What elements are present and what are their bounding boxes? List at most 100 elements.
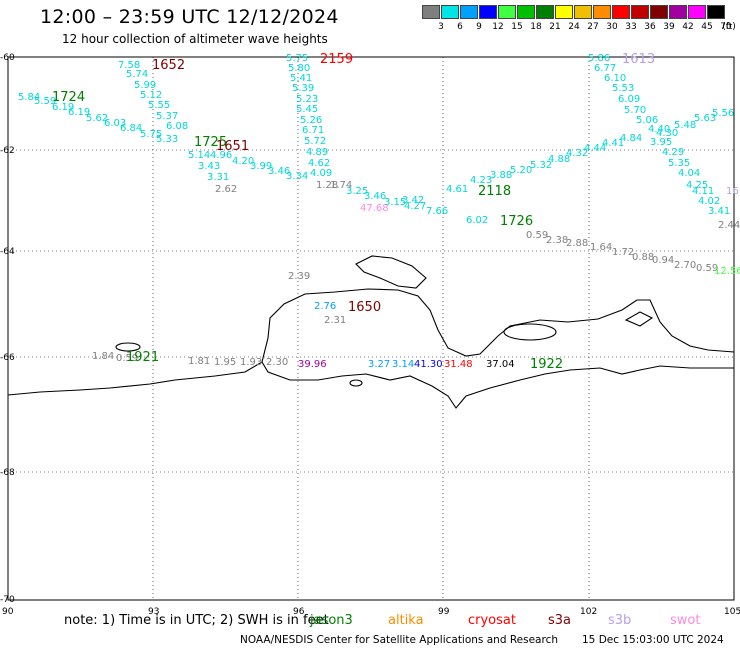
wave-height-value: 5.55 (148, 100, 170, 111)
wave-height-value: 1.74 (330, 180, 352, 191)
wave-height-value: 31.48 (444, 359, 473, 370)
legend-swatch (498, 5, 516, 19)
wave-height-value: 6.09 (618, 94, 640, 105)
wave-height-value: 5.62 (86, 113, 108, 124)
pass-time-label: 2118 (478, 184, 511, 199)
map-subtitle: 12 hour collection of altimeter wave hei… (62, 32, 328, 46)
legend-swatch (650, 5, 668, 19)
lat-tick: -66 (0, 353, 15, 363)
wave-height-value: 5.75 (286, 53, 308, 64)
wave-height-value: 5.74 (126, 69, 148, 80)
legend-label: 21 (549, 22, 561, 32)
pass-time-label: 1724 (52, 90, 85, 105)
wave-height-value: 3.42 (402, 195, 424, 206)
lat-tick: -60 (0, 53, 15, 63)
wave-height-value: 4.62 (308, 158, 330, 169)
lon-tick: 99 (438, 607, 450, 617)
wave-height-value: 5.26 (300, 115, 322, 126)
wave-height-value: 1.64 (590, 242, 612, 253)
lat-tick: -68 (0, 468, 15, 478)
pass-time-label: 1725 (194, 135, 227, 150)
wave-height-value: 5.41 (290, 73, 312, 84)
legend-label: 18 (530, 22, 542, 32)
legend-label: 70 (720, 22, 732, 32)
wave-height-value: 4.02 (698, 196, 720, 207)
wave-height-value: 1.95 (214, 357, 236, 368)
wave-height-value: 3.46 (364, 191, 386, 202)
note-text: note: 1) Time is in UTC; 2) SWH is in fe… (64, 613, 329, 628)
wave-height-value: 4.25 (686, 180, 708, 191)
wave-height-value: 4.40 (648, 124, 670, 135)
wave-height-value: 3.99 (250, 161, 272, 172)
legend-label: 30 (606, 22, 618, 32)
legend-swatch (441, 5, 459, 19)
pass-time-label: 1726 (500, 214, 533, 229)
legend-swatch (460, 5, 478, 19)
wave-height-value: 7.66 (426, 206, 448, 217)
pass-time-label: 1650 (348, 300, 381, 315)
wave-height-value: 0.88 (632, 252, 654, 263)
legend-swatch (479, 5, 497, 19)
wave-height-value: 5.32 (530, 160, 552, 171)
wave-height-value: 5.70 (624, 105, 646, 116)
wave-height-value: 5.35 (668, 158, 690, 169)
wave-height-value: 5.63 (694, 113, 716, 124)
wave-height-value: 4.29 (662, 147, 684, 158)
legend-label: 6 (457, 22, 463, 32)
wave-height-value: 3.27 (368, 359, 390, 370)
legend-label: 36 (644, 22, 656, 32)
legend-swatch (517, 5, 535, 19)
wave-height-value: 3.43 (198, 161, 220, 172)
legend-label: 45 (701, 22, 713, 32)
satellite-name: jason3 (310, 613, 353, 628)
wave-height-value: 3.41 (708, 206, 730, 217)
satellite-name: s3b (608, 613, 632, 628)
lon-tick: 102 (580, 607, 597, 617)
legend-swatch (612, 5, 630, 19)
pass-time-label: 1651 (216, 139, 249, 154)
wave-height-value: 3.25 (346, 186, 368, 197)
satellite-name: cryosat (468, 613, 516, 628)
wave-height-value: 0.59 (116, 353, 138, 364)
wave-height-value: 2.62 (215, 184, 237, 195)
legend-swatch (631, 5, 649, 19)
wave-height-value: 3.95 (650, 137, 672, 148)
map-frame (7, 56, 735, 601)
legend-swatch (536, 5, 554, 19)
wave-height-value: 5.12 (140, 90, 162, 101)
wave-height-value: 5.14 (188, 150, 210, 161)
wave-height-value: 2.39 (288, 271, 310, 282)
legend-label: 3 (438, 22, 444, 32)
wave-height-value: 4.11 (692, 186, 714, 197)
wave-height-value: 12.56 (714, 266, 740, 277)
wave-height-value: 5.39 (292, 83, 314, 94)
wave-height-value: 0.94 (652, 255, 674, 266)
wave-height-value: 4.30 (656, 128, 678, 139)
wave-height-value: 1.81 (188, 356, 210, 367)
legend-label: 27 (587, 22, 599, 32)
wave-height-value: 4.32 (566, 148, 588, 159)
wave-height-value: 16 (726, 186, 739, 197)
wave-height-value: 2.76 (314, 301, 336, 312)
wave-height-value: 2.38 (546, 235, 568, 246)
legend-swatch (669, 5, 687, 19)
wave-height-value: 5.80 (288, 63, 310, 74)
wave-height-value: 6.77 (594, 63, 616, 74)
wave-height-value: 4.20 (232, 156, 254, 167)
wave-height-value: 0.59 (696, 263, 718, 274)
lat-tick: -70 (0, 595, 15, 605)
wave-height-value: 2.31 (324, 315, 346, 326)
wave-height-value: 5.37 (156, 111, 178, 122)
wave-height-value: 3.88 (490, 170, 512, 181)
pass-time-label: 1613 (622, 52, 655, 67)
legend-label: 42 (682, 22, 694, 32)
legend-label: 33 (625, 22, 637, 32)
wave-height-value: 6.84 (120, 123, 142, 134)
lon-tick-labels: 90 93 96 99 102 105 (2, 607, 740, 617)
graticule (8, 57, 734, 600)
pass-time-label: 1652 (152, 58, 185, 73)
wave-height-value: 1.72 (612, 247, 634, 258)
wave-height-value: 37.04 (486, 359, 515, 370)
lat-tick: -64 (0, 247, 15, 257)
